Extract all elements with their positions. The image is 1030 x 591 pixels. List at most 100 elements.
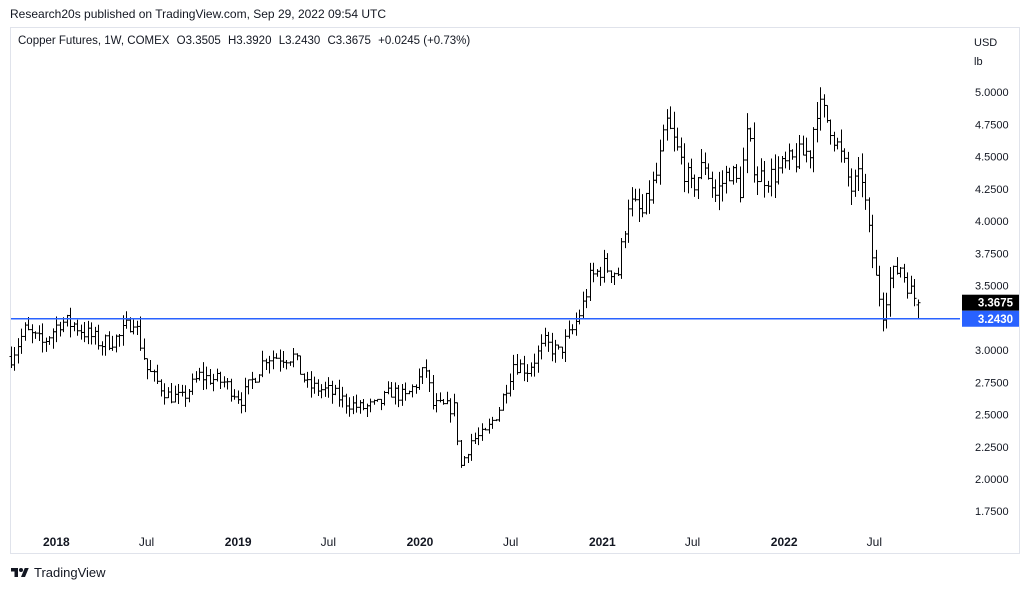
ohlc-bar: [835, 137, 840, 150]
ohlc-bar: [204, 366, 209, 390]
ohlc-bar: [598, 266, 603, 286]
ohlc-bar: [849, 168, 854, 205]
ohlc-bar: [72, 322, 77, 332]
ohlc-bar: [86, 320, 91, 345]
ohlc-bar: [762, 161, 767, 198]
ohlc-bar: [724, 165, 729, 194]
ohlc-bar: [417, 368, 422, 390]
ohlc-bar: [839, 129, 844, 163]
ohlc-bar: [870, 214, 875, 269]
chart-legend: Copper Futures, 1W, COMEX O3.3505 H3.392…: [18, 35, 474, 47]
ohlc-bar: [828, 119, 833, 145]
ohlc-bar: [672, 111, 677, 152]
ohlc-bar: [748, 127, 753, 142]
currency-code: USD: [974, 37, 998, 49]
y-tick-label: 4.5000: [975, 152, 1009, 164]
ohlc-bar: [410, 384, 415, 398]
ohlc-bar: [393, 382, 398, 405]
ohlc-bar: [811, 127, 816, 173]
ohlc-bar: [159, 379, 164, 397]
last-price-tag: 3.3675: [962, 294, 1019, 311]
ohlc-bar: [253, 377, 258, 383]
x-tick-label: 2020: [407, 535, 434, 549]
ohlc-bar: [33, 331, 38, 339]
ohlc-bar: [218, 371, 223, 389]
ohlc-bar: [375, 398, 380, 402]
ohlc-bar: [584, 289, 589, 309]
y-tick-label: 2.7500: [975, 377, 1009, 389]
tradingview-footer[interactable]: TradingView: [10, 565, 106, 580]
y-tick-label: 3.0000: [975, 345, 1009, 357]
y-tick-label: 2.0000: [975, 474, 1009, 486]
currency-label: USD lb: [974, 34, 997, 72]
ohlc-bar: [145, 358, 150, 380]
ohlc-bar: [710, 171, 715, 198]
ohlc-bar: [898, 267, 903, 278]
ohlc-bar: [459, 439, 464, 468]
ohlc-bar: [902, 263, 907, 283]
ohlc-bar: [832, 131, 837, 152]
ohlc-bar: [190, 373, 195, 395]
chart-frame[interactable]: [10, 27, 1020, 554]
ohlc-bar: [274, 353, 279, 359]
ohlc-bar: [515, 354, 520, 375]
ohlc-bar: [804, 137, 809, 163]
time-axis[interactable]: 2018 Jul 2019 Jul 2020 Jul 2021 Jul 2022 Jul: [43, 535, 882, 549]
ohlc-bar: [543, 327, 548, 347]
ohlc-bar: [54, 316, 59, 343]
ohlc-bar: [16, 338, 21, 364]
ohlc-bar: [734, 164, 739, 183]
ohlc-bar: [773, 154, 778, 199]
ohlc-bar: [82, 321, 87, 343]
legend-low: L3.2430: [278, 35, 321, 47]
ohlc-bar: [815, 101, 820, 143]
ohlc-bar: [131, 319, 136, 335]
ohlc-bar: [808, 150, 813, 169]
ohlc-bar: [853, 169, 858, 197]
ohlc-bar: [110, 335, 115, 351]
ohlc-bar: [675, 127, 680, 151]
tradingview-brand: TradingView: [34, 565, 106, 580]
legend-open: O3.3505: [176, 35, 221, 47]
y-tick-label: 4.2500: [975, 184, 1009, 196]
ohlc-bar: [794, 143, 799, 173]
ohlc-bar: [574, 312, 579, 336]
ohlc-bar: [905, 272, 910, 299]
ohlc-bar: [640, 194, 645, 218]
ohlc-bar: [511, 354, 516, 391]
ohlc-bar: [818, 87, 823, 131]
y-tick-label: 5.0000: [975, 87, 1009, 99]
ohlc-bar: [518, 359, 523, 374]
ohlc-bar: [522, 355, 527, 382]
ohlc-bar: [668, 106, 673, 130]
ohlc-bar: [142, 338, 147, 360]
ohlc-bar: [713, 179, 718, 202]
ohlc-bar: [706, 163, 711, 180]
ohlc-bar: [431, 374, 436, 410]
line-price-tag: 3.2430: [962, 310, 1019, 327]
ohlc-bar: [745, 113, 750, 174]
ohlc-bar: [65, 314, 70, 327]
ohlc-bar: [316, 379, 321, 397]
svg-text:3.3675: 3.3675: [978, 298, 1014, 310]
ohlc-bar: [501, 393, 506, 411]
ohlc-bar: [58, 321, 63, 337]
ohlc-bar: [138, 316, 143, 351]
tradingview-logo-icon: [11, 567, 29, 577]
ohlc-bar: [75, 319, 80, 336]
ohlc-bar: [797, 135, 802, 170]
y-tick-label: 3.7500: [975, 248, 1009, 260]
ohlc-bar: [801, 135, 806, 156]
ohlc-bar: [842, 148, 847, 163]
ohlc-bar: [232, 389, 237, 400]
ohlc-bar: [790, 149, 795, 160]
ohlc-bar: [117, 333, 122, 347]
x-tick-label: Jul: [321, 535, 336, 549]
ohlc-bar: [550, 332, 555, 362]
ohlc-bar: [588, 262, 593, 302]
ohlc-bar: [379, 398, 384, 411]
y-tick-label: 3.5000: [975, 281, 1009, 293]
ohlc-bar: [61, 317, 66, 333]
ohlc-bar: [103, 334, 108, 356]
